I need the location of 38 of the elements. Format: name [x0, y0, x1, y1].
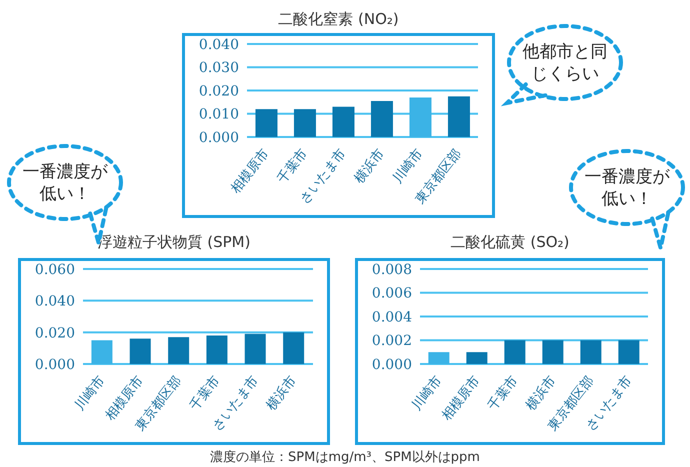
- y-tick-label: 0.000: [198, 130, 239, 146]
- x-tick-label: 横浜市: [352, 146, 388, 186]
- bar: [294, 109, 316, 137]
- y-tick-label: 0.030: [198, 60, 239, 76]
- bar: [409, 97, 432, 137]
- y-tick-label: 0.004: [372, 309, 412, 326]
- bar: [206, 336, 228, 364]
- y-tick-label: 0.000: [372, 356, 412, 373]
- bar: [255, 109, 278, 137]
- bar: [332, 106, 354, 137]
- y-tick-label: 0.020: [198, 83, 239, 100]
- bar: [130, 338, 151, 364]
- y-tick-label: 0.010: [198, 106, 239, 123]
- x-tick-label: 相模原市: [228, 146, 272, 197]
- x-tick-label: 千葉市: [187, 373, 224, 414]
- y-tick-label: 0.060: [34, 262, 75, 278]
- bar: [91, 340, 112, 364]
- y-tick-label: 0.040: [198, 36, 239, 53]
- text: 一番濃度が低い！: [22, 160, 108, 204]
- text: 一番濃度が低い！: [584, 166, 670, 210]
- y-tick-label: 0.006: [372, 286, 412, 302]
- y-tick-label: 0.020: [34, 325, 75, 342]
- chart-title: 二酸化硫黄 (SO₂): [450, 233, 570, 252]
- x-tick-label: 千葉市: [485, 373, 521, 414]
- y-tick-label: 0.002: [372, 333, 412, 350]
- y-tick-label: 0.008: [372, 262, 412, 278]
- bar: [370, 100, 393, 137]
- x-tick-label: 千葉市: [274, 146, 311, 186]
- bar: [168, 337, 190, 364]
- x-tick-label: 横浜市: [264, 373, 300, 414]
- bar: [283, 332, 304, 364]
- y-tick-label: 0.040: [34, 294, 75, 310]
- text: 濃度の単位：SPMはmg/m³、SPM以外はppm: [209, 449, 481, 466]
- bar: [244, 334, 266, 364]
- chart-title: 二酸化窒素 (NO₂): [277, 10, 400, 29]
- y-tick-label: 0.000: [34, 356, 75, 373]
- x-tick-label: 相模原市: [439, 373, 483, 424]
- bar: [448, 96, 470, 137]
